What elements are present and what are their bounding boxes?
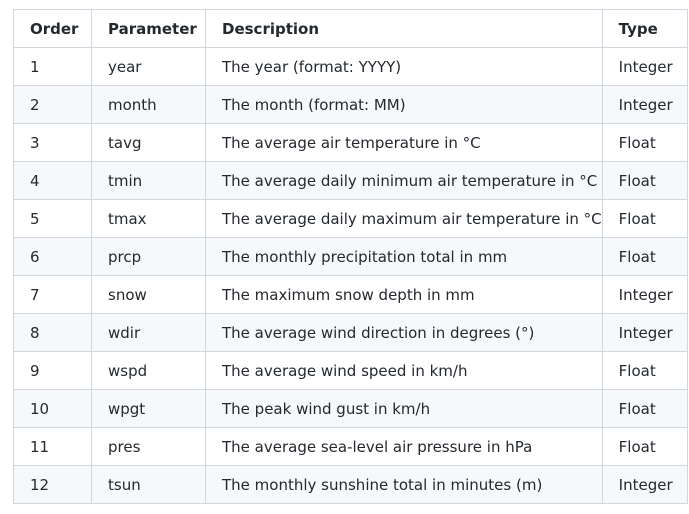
table-row: 3 tavg The average air temperature in °C… — [13, 123, 688, 162]
cell-description: The average wind speed in km/h — [205, 351, 603, 390]
table-row: 6 prcp The monthly precipitation total i… — [13, 237, 688, 276]
cell-parameter: wspd — [91, 351, 206, 390]
cell-parameter: tmin — [91, 161, 206, 200]
header-order: Order — [13, 9, 92, 48]
table-row: 8 wdir The average wind direction in deg… — [13, 313, 688, 352]
table-row: 10 wpgt The peak wind gust in km/h Float — [13, 389, 688, 428]
table-row: 5 tmax The average daily maximum air tem… — [13, 199, 688, 238]
cell-description: The average sea-level air pressure in hP… — [205, 427, 603, 466]
cell-order: 8 — [13, 313, 92, 352]
cell-description: The year (format: YYYY) — [205, 47, 603, 86]
cell-type: Integer — [601, 465, 688, 504]
cell-type: Float — [601, 161, 688, 200]
cell-parameter: wdir — [91, 313, 206, 352]
cell-type: Integer — [601, 47, 688, 86]
cell-order: 3 — [13, 123, 92, 162]
cell-type: Float — [601, 427, 688, 466]
table-row: 4 tmin The average daily minimum air tem… — [13, 161, 688, 200]
cell-order: 9 — [13, 351, 92, 390]
cell-description: The monthly sunshine total in minutes (m… — [205, 465, 603, 504]
cell-order: 4 — [13, 161, 92, 200]
cell-order: 12 — [13, 465, 92, 504]
header-description: Description — [205, 9, 603, 48]
cell-description: The peak wind gust in km/h — [205, 389, 603, 428]
cell-description: The maximum snow depth in mm — [205, 275, 603, 314]
header-type: Type — [601, 9, 688, 48]
parameter-table: Order Parameter Description Type 1 year … — [13, 9, 688, 504]
table-row: 1 year The year (format: YYYY) Integer — [13, 47, 688, 86]
cell-parameter: tmax — [91, 199, 206, 238]
cell-parameter: month — [91, 85, 206, 124]
cell-description: The monthly precipitation total in mm — [205, 237, 603, 276]
table-row: 11 pres The average sea-level air pressu… — [13, 427, 688, 466]
parameter-table-container: Order Parameter Description Type 1 year … — [13, 9, 688, 504]
cell-description: The month (format: MM) — [205, 85, 603, 124]
cell-parameter: pres — [91, 427, 206, 466]
cell-type: Integer — [601, 275, 688, 314]
cell-parameter: prcp — [91, 237, 206, 276]
cell-type: Float — [601, 351, 688, 390]
cell-type: Float — [601, 389, 688, 428]
cell-order: 10 — [13, 389, 92, 428]
cell-parameter: wpgt — [91, 389, 206, 428]
cell-order: 1 — [13, 47, 92, 86]
cell-description: The average daily minimum air temperatur… — [205, 161, 603, 200]
cell-description: The average daily maximum air temperatur… — [205, 199, 603, 238]
table-row: 9 wspd The average wind speed in km/h Fl… — [13, 351, 688, 390]
cell-parameter: snow — [91, 275, 206, 314]
table-row: 2 month The month (format: MM) Integer — [13, 85, 688, 124]
cell-parameter: tsun — [91, 465, 206, 504]
table-row: 12 tsun The monthly sunshine total in mi… — [13, 465, 688, 504]
cell-order: 5 — [13, 199, 92, 238]
cell-order: 7 — [13, 275, 92, 314]
cell-type: Float — [601, 123, 688, 162]
table-header: Order Parameter Description Type — [13, 9, 688, 48]
table-body: 1 year The year (format: YYYY) Integer 2… — [13, 47, 688, 504]
header-parameter: Parameter — [91, 9, 206, 48]
cell-type: Integer — [601, 313, 688, 352]
table-row: 7 snow The maximum snow depth in mm Inte… — [13, 275, 688, 314]
cell-description: The average air temperature in °C — [205, 123, 603, 162]
cell-order: 11 — [13, 427, 92, 466]
header-row: Order Parameter Description Type — [13, 9, 688, 48]
cell-type: Float — [601, 237, 688, 276]
cell-order: 2 — [13, 85, 92, 124]
cell-order: 6 — [13, 237, 92, 276]
cell-type: Float — [601, 199, 688, 238]
cell-parameter: tavg — [91, 123, 206, 162]
cell-description: The average wind direction in degrees (°… — [205, 313, 603, 352]
cell-type: Integer — [601, 85, 688, 124]
cell-parameter: year — [91, 47, 206, 86]
